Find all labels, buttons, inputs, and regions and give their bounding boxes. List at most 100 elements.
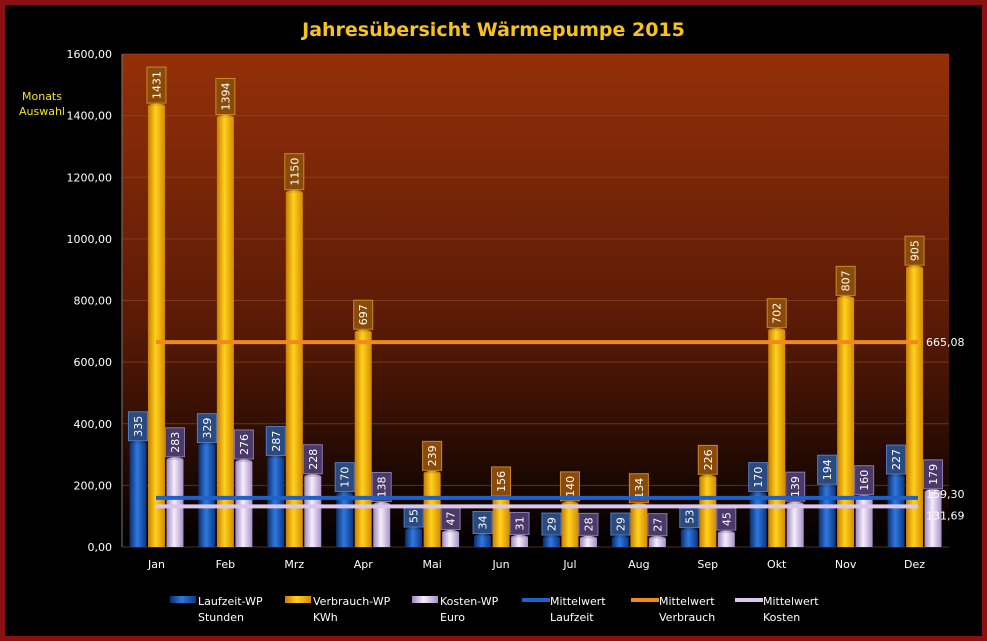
bar [648, 538, 666, 547]
legend-item: Kosten-WP Euro [412, 595, 499, 624]
x-tick-label: Aug [628, 558, 649, 571]
bar-cap [423, 470, 441, 476]
data-label: 1150 [288, 158, 301, 186]
data-label: 140 [564, 476, 577, 497]
data-label-box [302, 444, 323, 475]
data-label: 228 [307, 449, 320, 470]
x-tick-label: Feb [216, 558, 235, 571]
grid-lines [122, 53, 949, 548]
bar [768, 330, 786, 547]
y-tick-label: 1000,00 [67, 233, 113, 246]
bar-cap [442, 530, 460, 536]
data-label-box [647, 513, 668, 537]
data-label: 27 [651, 518, 664, 532]
x-tick-label: Jun [491, 558, 509, 571]
y-tick-label: 200,00 [74, 479, 113, 492]
data-label-box [127, 411, 148, 442]
bar [561, 503, 579, 547]
bar-cap [216, 114, 234, 120]
x-axis: Jan Feb Mrz Apr Mai Jun Jul Aug Sep Okt Nov Dez [147, 558, 925, 571]
legend-label: Kosten-WP [440, 595, 499, 608]
monats-auswahl-label[interactable]: Monats Auswahl [13, 89, 71, 119]
bar-cap [336, 492, 354, 498]
data-label-box [146, 66, 167, 104]
bar [924, 491, 942, 547]
bar-cap [837, 295, 855, 301]
data-label: 239 [426, 445, 439, 466]
data-label-box [578, 512, 599, 536]
bar [474, 536, 492, 547]
data-label-box [284, 153, 305, 191]
bar [699, 477, 717, 547]
data-label-box [854, 465, 875, 496]
data-label: 28 [582, 517, 595, 531]
y-tick-label: 800,00 [74, 295, 113, 308]
data-label: 194 [821, 459, 834, 480]
y-tick-label: 400,00 [74, 418, 113, 431]
x-tick-label: Mai [422, 558, 441, 571]
bar [579, 538, 597, 547]
legend-unit: Kosten [763, 611, 800, 624]
legend-swatch [170, 596, 196, 603]
bar-cap [680, 528, 698, 534]
legend-item: Verbrauch-WP KWh [285, 595, 391, 624]
legend-unit: Euro [440, 611, 465, 624]
data-label: 1431 [150, 71, 163, 99]
data-label: 227 [890, 449, 903, 470]
data-label: 905 [909, 240, 922, 261]
data-label: 138 [376, 476, 389, 497]
data-label-box [215, 77, 236, 115]
data-label: 170 [339, 467, 352, 488]
data-label: 226 [702, 449, 715, 470]
data-label-box [353, 299, 374, 330]
bar-cap [235, 459, 253, 465]
y-tick-label: 0,00 [88, 541, 113, 554]
bar-cap [768, 328, 786, 334]
x-tick-label: Apr [354, 558, 374, 571]
bar [336, 494, 354, 547]
legend-unit: Laufzeit [550, 611, 594, 624]
data-label-box [886, 444, 907, 475]
data-label-box [164, 427, 185, 458]
data-label: 34 [477, 516, 490, 530]
data-label-box [233, 429, 254, 460]
legend-swatch [285, 596, 311, 603]
bar-cap [198, 443, 216, 449]
data-label: 53 [683, 510, 696, 524]
mean-line-label: 665,08 [926, 336, 965, 349]
bar-cap [699, 474, 717, 480]
x-tick-label: Jan [147, 558, 165, 571]
legend-unit: KWh [313, 611, 338, 624]
data-label: 1394 [219, 82, 232, 110]
legend-label: Verbrauch-WP [313, 595, 391, 608]
bar-cap [579, 535, 597, 541]
x-tick-label: Mrz [284, 558, 304, 571]
bar-cap [717, 530, 735, 536]
bar-cap [924, 489, 942, 495]
legend-unit: Stunden [198, 611, 244, 624]
x-tick-label: Dez [904, 558, 925, 571]
data-label: 702 [771, 303, 784, 324]
bar [717, 533, 735, 547]
data-label-box [541, 512, 562, 536]
bar [818, 487, 836, 547]
bar [837, 298, 855, 547]
bar-cap [304, 474, 322, 480]
data-label: 807 [840, 270, 853, 291]
data-label: 335 [132, 416, 145, 437]
legend-label: Mittelwert [763, 595, 819, 608]
bar [373, 504, 391, 547]
bar [887, 477, 905, 547]
data-label: 276 [238, 434, 251, 455]
data-label-box [697, 444, 718, 475]
bar [442, 532, 460, 547]
data-label: 31 [514, 516, 527, 530]
bar [630, 505, 648, 547]
y-tick-label: 1600,00 [67, 48, 113, 61]
bar [129, 443, 147, 547]
data-label: 29 [545, 517, 558, 531]
bar-cap [511, 534, 529, 540]
x-tick-label: Nov [835, 558, 857, 571]
bar [354, 332, 372, 547]
